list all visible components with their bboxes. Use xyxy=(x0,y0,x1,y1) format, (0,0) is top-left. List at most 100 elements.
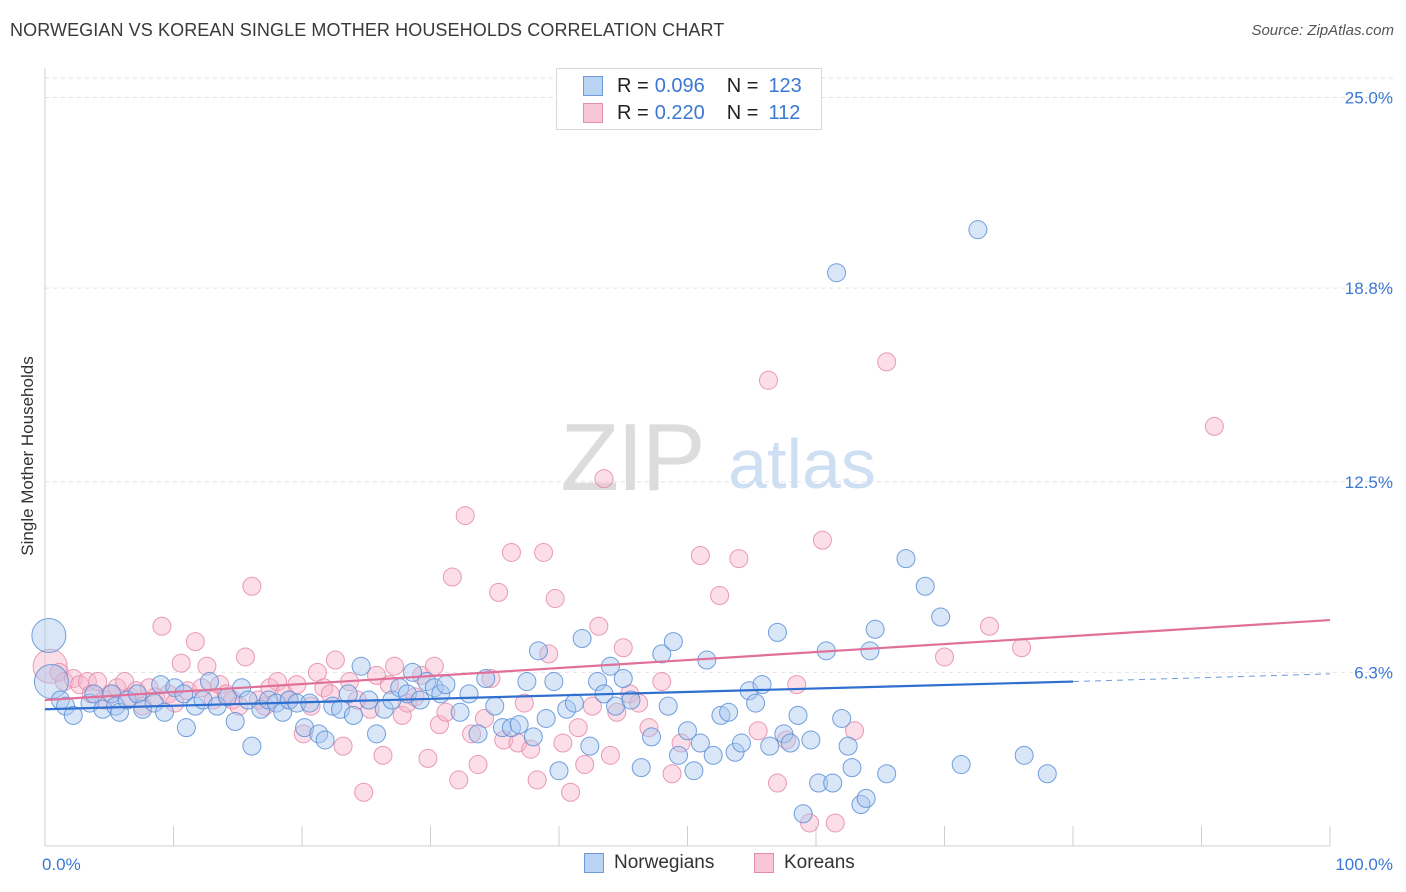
x-tick-label: 100.0% xyxy=(1335,855,1393,874)
norwegians-point xyxy=(690,733,710,753)
koreans-point xyxy=(192,678,212,698)
norwegians-point xyxy=(1014,745,1034,765)
norwegians-point xyxy=(133,699,153,719)
koreans-point xyxy=(748,721,768,741)
koreans-point xyxy=(494,730,514,750)
norwegians-point xyxy=(580,736,600,756)
koreans-point xyxy=(462,724,482,744)
norwegians-point xyxy=(719,702,739,722)
chart-title: NORWEGIAN VS KOREAN SINGLE MOTHER HOUSEH… xyxy=(10,20,725,40)
norwegians-point xyxy=(174,684,194,704)
koreans-point xyxy=(115,672,135,692)
koreans-point xyxy=(468,755,488,775)
norwegians-point xyxy=(642,727,662,747)
koreans-point xyxy=(333,736,353,756)
norwegians-point xyxy=(295,718,315,738)
norwegians-point xyxy=(549,761,569,781)
koreans-point xyxy=(671,733,691,753)
koreans-point xyxy=(812,530,832,550)
norwegians-point xyxy=(338,684,358,704)
legend-label-koreans: Koreans xyxy=(784,852,855,873)
norwegians-point xyxy=(856,788,876,808)
norwegians-point xyxy=(725,742,745,762)
norwegians-point xyxy=(865,619,885,639)
y-tick-label: 18.8% xyxy=(1345,279,1393,298)
norwegians-point xyxy=(774,724,794,744)
koreans-point xyxy=(77,672,97,692)
norwegians-point xyxy=(731,733,751,753)
koreans-point xyxy=(235,647,255,667)
norwegians-point xyxy=(199,672,219,692)
norwegians-point xyxy=(155,702,175,722)
koreans-point xyxy=(561,782,581,802)
koreans-point xyxy=(373,745,393,765)
legend-item-koreans: Koreans xyxy=(754,852,855,874)
norwegians-point xyxy=(544,672,564,692)
koreans-point xyxy=(639,718,659,738)
norwegians-point xyxy=(877,764,897,784)
koreans-point xyxy=(325,650,345,670)
koreans-point xyxy=(429,715,449,735)
norwegians-point xyxy=(572,629,592,649)
koreans-point xyxy=(171,653,191,673)
norwegians-point xyxy=(476,668,496,688)
source-note: Source: ZipAtlas.com xyxy=(1251,22,1394,39)
norwegians-point xyxy=(557,699,577,719)
series-legend: Norwegians Koreans xyxy=(0,852,1406,876)
norwegians-point xyxy=(832,708,852,728)
koreans-point xyxy=(589,616,609,636)
watermark: ZIP atlas xyxy=(560,404,876,511)
norwegians-point xyxy=(915,576,935,596)
koreans-point xyxy=(594,469,614,489)
legend-row-norwegians: R = 0.096 N = 123 xyxy=(557,73,802,99)
koreans-point xyxy=(1012,638,1032,658)
norwegians-point xyxy=(523,727,543,747)
norwegians-point xyxy=(343,705,363,725)
koreans-point xyxy=(88,672,108,692)
legend-r-value: 0.096 xyxy=(654,74,705,97)
legend-r-label: R = xyxy=(617,101,649,124)
legend-n-label: N = xyxy=(726,74,759,97)
koreans-point xyxy=(489,582,509,602)
norwegians-point xyxy=(703,745,723,765)
norwegians-point xyxy=(663,632,683,652)
legend-row-koreans: R = 0.220 N = 112 xyxy=(557,100,800,126)
norwegians-point xyxy=(851,795,871,815)
norwegians-point xyxy=(788,705,808,725)
norwegians-point xyxy=(652,644,672,664)
koreans-point xyxy=(449,770,469,790)
norwegians-point xyxy=(896,549,916,569)
norwegians-point xyxy=(225,712,245,732)
norwegians-point xyxy=(176,718,196,738)
koreans-point xyxy=(607,702,627,722)
koreans-point xyxy=(935,647,954,667)
koreans-point xyxy=(481,668,501,688)
koreans-point xyxy=(379,675,399,695)
norwegians-point xyxy=(93,699,113,719)
norwegians-point xyxy=(613,668,633,688)
koreans-point xyxy=(553,733,573,753)
norwegians-point xyxy=(528,641,548,661)
norwegians-point xyxy=(485,696,505,716)
koreans-point xyxy=(652,672,672,692)
koreans-point xyxy=(107,678,127,698)
koreans-point xyxy=(545,589,565,609)
norwegians-point xyxy=(951,755,971,775)
koreans-point xyxy=(405,687,425,707)
koreans-point xyxy=(152,616,172,636)
norwegians-point xyxy=(631,758,651,778)
koreans-point xyxy=(568,718,588,738)
koreans-point xyxy=(767,773,787,793)
koreans-point xyxy=(825,813,845,833)
norwegians-point xyxy=(860,641,880,661)
koreans-point xyxy=(613,638,633,658)
norwegians-point xyxy=(746,693,766,713)
norwegians-point xyxy=(509,715,529,735)
legend-n-value: 112 xyxy=(768,101,801,124)
koreans-point xyxy=(582,696,602,716)
koreans-point xyxy=(442,567,462,587)
koreans-point xyxy=(49,662,69,682)
norwegians-point xyxy=(279,690,299,710)
norwegians-point xyxy=(367,724,387,744)
legend-label-norwegians: Norwegians xyxy=(614,852,715,873)
